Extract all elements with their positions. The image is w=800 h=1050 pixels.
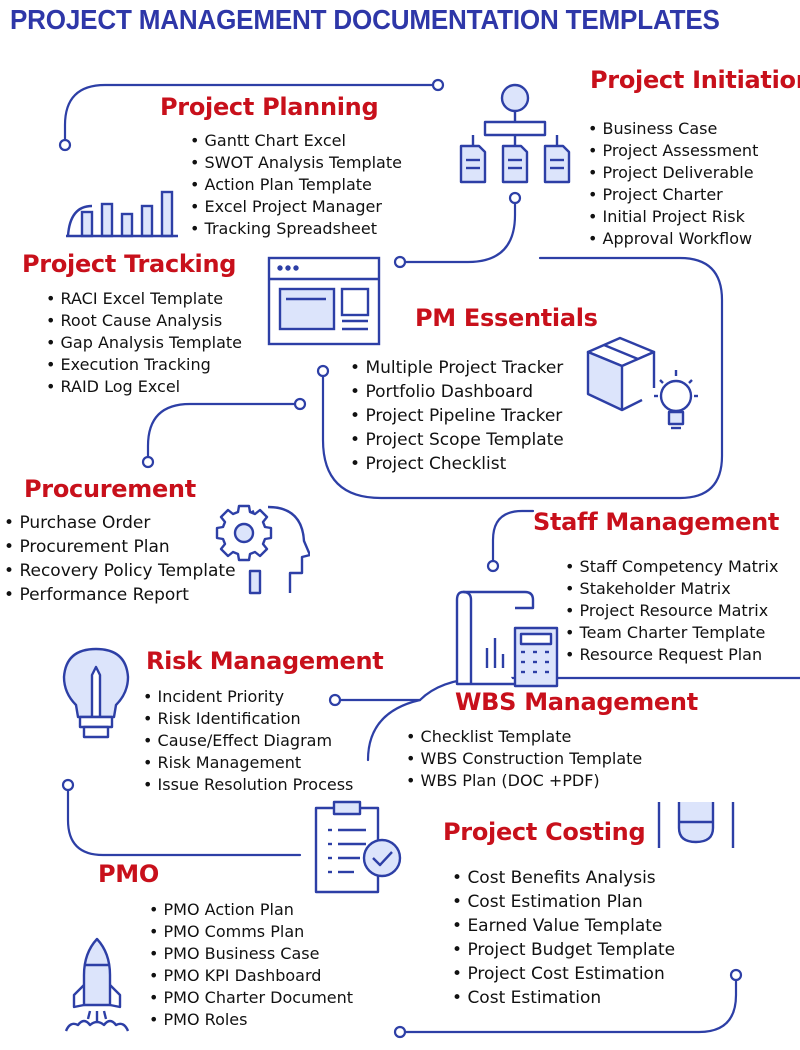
section-title-procurement: Procurement [24,475,196,503]
list-item: PMO Charter Document [149,987,354,1009]
list-item: Initial Project Risk [588,206,758,228]
list-item: WBS Construction Template [406,748,643,770]
connector-staff [491,509,535,568]
list-item: Multiple Project Tracker [350,356,564,380]
list-item: Staff Competency Matrix [565,556,779,578]
section-list-risk: Incident Priority Risk Identification Ca… [143,686,354,796]
connector-costing [398,973,738,1034]
list-item: Tracking Spreadsheet [190,218,402,240]
list-item: PMO Comms Plan [149,921,353,943]
bar-chart-icon [66,190,178,238]
flask-icon [657,802,735,848]
list-item: Project Resource Matrix [565,600,778,622]
section-title-risk: Risk Management [146,647,384,675]
list-item: PMO Business Case [149,943,353,965]
list-item: Stakeholder Matrix [565,578,778,600]
connector-wbs-down [366,698,422,762]
list-item: Project Budget Template [452,938,675,962]
list-item: Cause/Effect Diagram [143,730,353,752]
section-list-wbs: Checklist Template WBS Construction Temp… [406,726,643,792]
section-title-initiation: Project Initiation [590,66,800,94]
list-item: Project Deliverable [588,162,758,184]
section-title-staff: Staff Management [533,508,780,536]
list-item: PMO Action Plan [149,899,353,921]
rocket-icon [64,937,130,1032]
list-item: Checklist Template [406,726,642,748]
section-list-procurement: Purchase Order Procurement Plan Recovery… [4,511,236,607]
list-item: PMO KPI Dashboard [149,965,353,987]
list-item: Team Charter Template [565,622,778,644]
list-item: WBS Plan (DOC +PDF) [406,770,642,792]
section-list-costing: Cost Benefits Analysis Cost Estimation P… [452,866,675,1010]
section-title-costing: Project Costing [443,818,646,846]
list-item: Purchase Order [4,511,236,535]
connector-essentials [321,256,724,500]
list-item: Excel Project Manager [190,196,402,218]
connector-pmo [66,783,302,857]
report-calculator-icon [455,590,559,688]
list-item: Risk Management [143,752,353,774]
connector-planning [63,83,440,147]
section-title-wbs: WBS Management [455,688,698,716]
list-item: Project Charter [588,184,758,206]
section-list-essentials: Multiple Project Tracker Portfolio Dashb… [350,356,564,476]
list-item: Incident Priority [143,686,353,708]
section-list-pmo: PMO Action Plan PMO Comms Plan PMO Busin… [149,899,354,1031]
list-item: Risk Identification [143,708,353,730]
list-item: Performance Report [4,583,236,607]
hierarchy-documents-icon [459,83,571,184]
browser-window-icon [267,256,381,346]
list-item: Resource Request Plan [565,644,778,666]
list-item: Approval Workflow [588,228,758,250]
section-list-staff: Staff Competency Matrix Stakeholder Matr… [565,556,779,666]
list-item: Cost Estimation Plan [452,890,675,914]
list-item: Gap Analysis Template [46,332,242,354]
list-item: Procurement Plan [4,535,236,559]
box-lightbulb-icon [586,336,698,430]
section-list-initiation: Business Case Project Assessment Project… [588,118,759,250]
list-item: Execution Tracking [46,354,242,376]
list-item: Issue Resolution Process [143,774,354,796]
list-item: RACI Excel Template [46,288,242,310]
list-item: Project Pipeline Tracker [350,404,564,428]
list-item: Project Scope Template [350,428,563,452]
page-title: PROJECT MANAGEMENT DOCUMENTATION TEMPLAT… [10,4,720,35]
list-item: Cost Benefits Analysis [452,866,675,890]
list-item: Project Checklist [350,452,564,476]
section-title-tracking: Project Tracking [22,250,237,278]
list-item: Gantt Chart Excel [190,130,402,152]
list-item: Root Cause Analysis [46,310,242,332]
section-title-pmo: PMO [98,860,159,888]
list-item: PMO Roles [149,1009,353,1031]
list-item: Project Assessment [588,140,759,162]
list-item: SWOT Analysis Template [190,152,402,174]
list-item: Business Case [588,118,758,140]
lightbulb-pencil-icon [62,647,130,739]
list-item: Project Cost Estimation [452,962,675,986]
section-list-tracking: RACI Excel Template Root Cause Analysis … [46,288,242,398]
section-title-essentials: PM Essentials [415,304,598,332]
connector-tracking [146,402,302,464]
list-item: RAID Log Excel [46,376,242,398]
list-item: Recovery Policy Template [4,559,235,583]
list-item: Action Plan Template [190,174,402,196]
list-item: Portfolio Dashboard [350,380,564,404]
connector-initiation [398,196,517,264]
clipboard-check-icon [314,800,402,894]
list-item: Earned Value Template [452,914,675,938]
list-item: Cost Estimation [452,986,675,1010]
section-title-planning: Project Planning [160,93,379,121]
section-list-planning: Gantt Chart Excel SWOT Analysis Template… [190,130,402,240]
